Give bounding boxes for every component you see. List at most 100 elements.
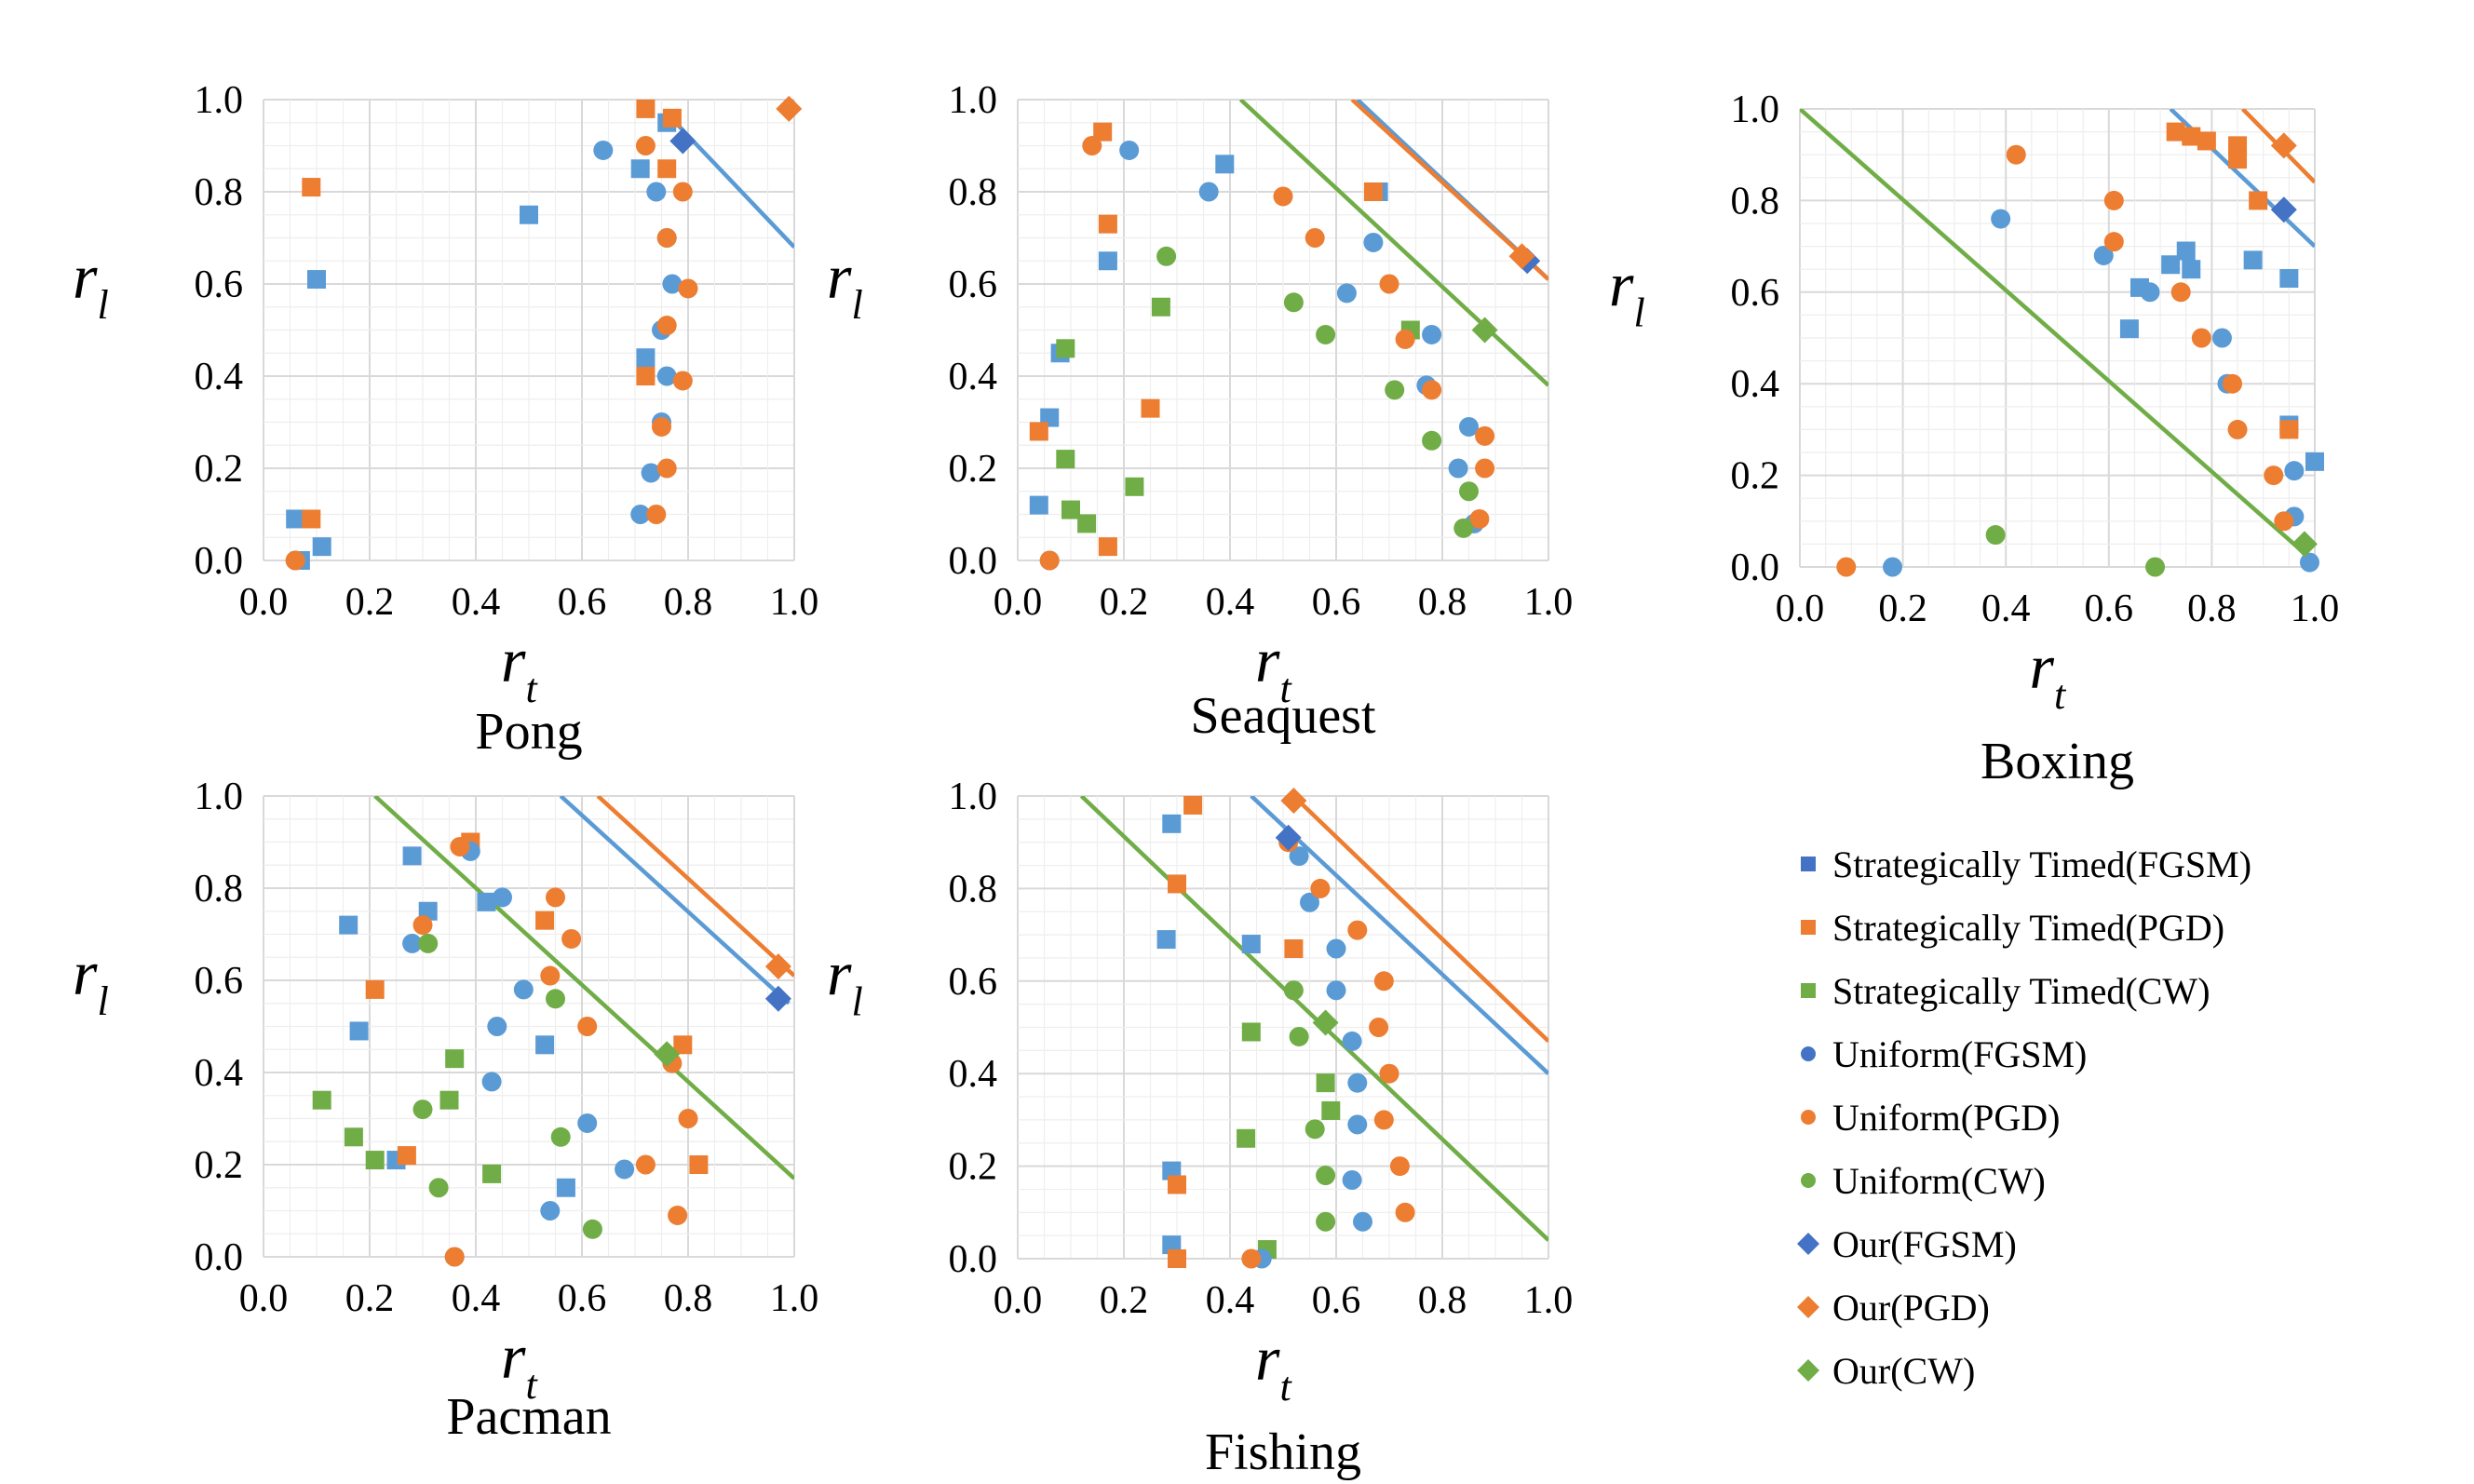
data-point — [1453, 518, 1474, 538]
data-point — [550, 1126, 571, 1147]
series-our-pgd — [1280, 787, 1307, 814]
data-point — [764, 953, 791, 980]
legend-label: Our(PGD) — [1832, 1287, 1990, 1329]
data-point — [1353, 1211, 1372, 1232]
data-point — [439, 1090, 459, 1110]
data-point — [577, 1017, 598, 1036]
data-point — [1422, 380, 1442, 400]
x-axis-label: rt — [1255, 1323, 1292, 1410]
y-tick-label: 1.0 — [195, 79, 244, 122]
series-our-pgd — [1508, 243, 1535, 270]
data-point — [540, 965, 561, 986]
data-point — [1389, 1156, 1410, 1177]
legend-label: Uniform(PGD) — [1832, 1097, 2060, 1139]
data-point — [1029, 422, 1048, 441]
data-point — [656, 366, 677, 386]
x-tick-label: 1.0 — [1524, 581, 1574, 624]
data-point — [635, 1154, 656, 1175]
data-point — [302, 178, 321, 197]
x-tick-label: 0.0 — [1776, 587, 1825, 630]
data-point — [635, 136, 656, 155]
data-point — [1475, 425, 1495, 446]
data-point — [286, 509, 305, 529]
y-tick-label: 0.4 — [1731, 363, 1780, 406]
legend-item-our-pgd: Our(PGD) — [1797, 1287, 1990, 1329]
y-tick-label: 0.4 — [195, 356, 244, 398]
legend-item-our-fgsm: Our(FGSM) — [1797, 1223, 2017, 1265]
y-tick-label: 0.6 — [195, 263, 244, 306]
series-our-fgsm — [669, 128, 696, 155]
series-our-cw — [1312, 1009, 1339, 1036]
series-uniform-cw — [412, 933, 602, 1239]
y-axis-label: rl — [1609, 250, 1645, 336]
x-axis-label-sub: t — [1279, 666, 1292, 711]
y-axis-label: rl — [827, 241, 863, 328]
data-point — [646, 505, 667, 524]
data-point — [2103, 232, 2124, 252]
data-point — [2223, 373, 2243, 394]
y-tick-label: 1.0 — [949, 79, 998, 122]
data-point — [2305, 452, 2324, 471]
data-point — [2103, 190, 2124, 210]
x-tick-label: 0.4 — [1206, 1279, 1255, 1322]
data-point — [312, 1090, 331, 1110]
legend-marker — [1801, 1173, 1816, 1188]
data-point — [1316, 324, 1336, 344]
x-tick-label: 0.0 — [994, 581, 1043, 624]
x-tick-label: 0.8 — [1418, 1279, 1467, 1322]
data-point — [1316, 1166, 1336, 1186]
data-point — [1156, 930, 1176, 950]
legend-item-uniform-cw: Uniform(CW) — [1801, 1160, 2046, 1202]
data-point — [764, 985, 791, 1012]
data-point — [636, 348, 656, 368]
data-point — [2270, 132, 2297, 159]
data-point — [646, 182, 667, 202]
chart-pong: 0.0 0.2 0.4 0.6 0.8 1.0 0.0 0.2 0.4 0.6 0.8 1.0 rt rl… — [73, 79, 818, 761]
data-point — [593, 140, 614, 160]
data-point — [2274, 511, 2294, 532]
legend-label: Uniform(CW) — [1832, 1160, 2046, 1202]
data-point — [445, 1049, 465, 1069]
data-point — [1168, 1175, 1186, 1194]
series-uniform-pgd — [412, 836, 698, 1267]
data-point — [1280, 787, 1307, 814]
series-our-fgsm — [1275, 824, 1302, 851]
data-point — [636, 367, 656, 385]
data-point — [1198, 182, 1219, 202]
series-our-cw — [2291, 531, 2318, 558]
series-uniform-cw — [1283, 980, 1336, 1232]
data-point — [672, 371, 693, 391]
data-point — [1125, 477, 1144, 496]
data-point — [561, 928, 582, 949]
y-tick-label: 0.8 — [949, 868, 998, 911]
data-point — [615, 1159, 635, 1180]
data-point — [1369, 1018, 1389, 1037]
series-our-fgsm — [2270, 196, 2297, 223]
data-point — [1082, 136, 1102, 155]
data-point — [1326, 980, 1346, 1001]
data-point — [546, 887, 565, 908]
x-tick-label: 0.8 — [664, 1277, 713, 1320]
data-point — [1836, 557, 1857, 577]
data-point — [444, 1247, 465, 1267]
series-strategically-timed-pgd — [1029, 122, 1383, 557]
data-point — [673, 1035, 693, 1055]
chart-pacman: 0.0 0.2 0.4 0.6 0.8 1.00.00.20.40.60.81.0rtrl… — [73, 776, 818, 1446]
data-point — [689, 1155, 709, 1174]
x-tick-label: 0.6 — [1312, 1279, 1361, 1322]
data-point — [349, 1021, 369, 1041]
legend-marker — [1801, 1046, 1816, 1061]
chart-title: Boxing — [1981, 733, 2134, 790]
data-point — [641, 463, 661, 483]
data-point — [1141, 398, 1160, 418]
data-point — [669, 128, 696, 155]
data-point — [672, 182, 693, 202]
data-point — [1991, 209, 2011, 229]
data-point — [668, 1205, 688, 1225]
legend-marker — [1797, 1233, 1819, 1255]
chart-title: Fishing — [1205, 1423, 1361, 1481]
series-our-cw — [1471, 317, 1498, 344]
y-tick-label: 0.8 — [1731, 180, 1780, 223]
data-point — [285, 550, 305, 571]
series-strategically-timed-pgd — [1168, 795, 1304, 1268]
